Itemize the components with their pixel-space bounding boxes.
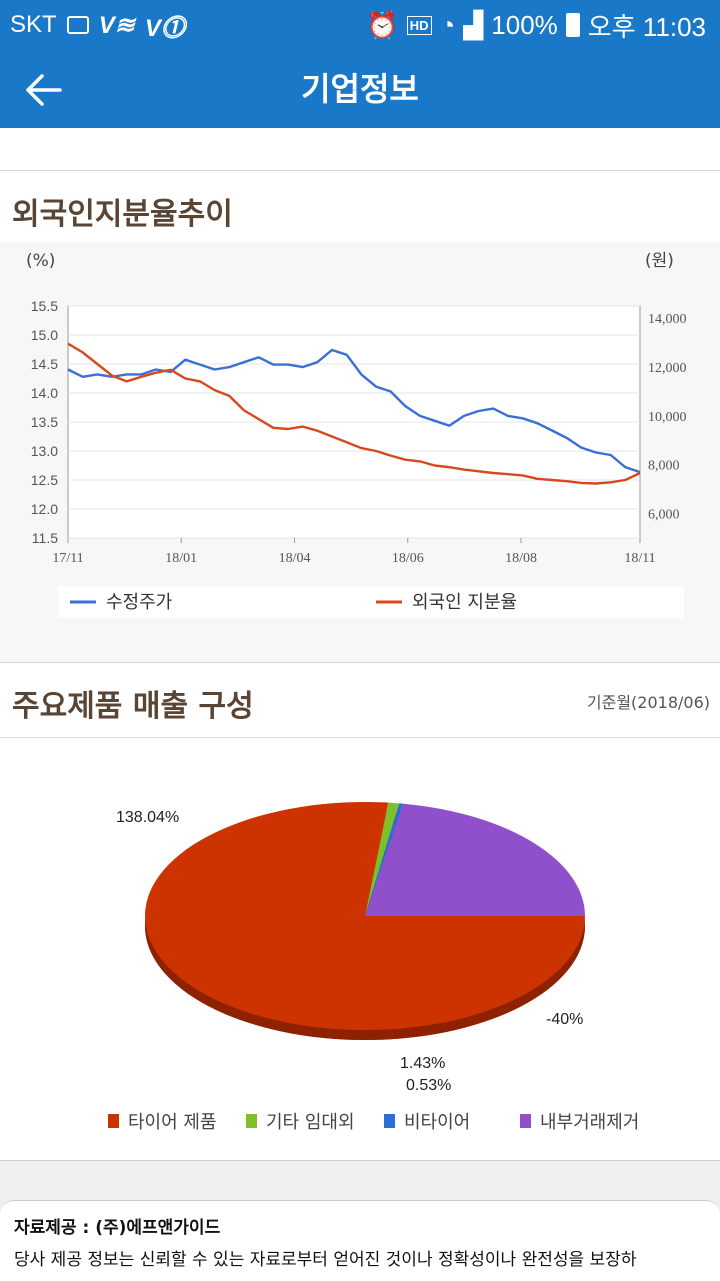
products-section-header: 주요제품 매출 구성 기준월(2018/06) — [0, 662, 720, 737]
chart-legend — [58, 586, 684, 618]
left-tick-label: 15.5 — [31, 298, 58, 314]
disclaimer-text: 당사 제공 정보는 신뢰할 수 있는 자료로부터 얻어진 것이나 정확성이나 완… — [14, 1250, 637, 1270]
x-tick-label: 18/04 — [279, 551, 311, 566]
products-section-title: 주요제품 매출 구성 — [12, 689, 254, 724]
sales-composition-chart: 138.04% 1.43% 0.53% -40% 타이어 제품 기타 임대외 비… — [108, 802, 639, 1133]
status-bar: SKT V≋ V⓵ ⏰ HD ◔ ▟ 100% 오후 11:03 — [0, 0, 720, 50]
carrier-label: SKT — [10, 11, 57, 38]
wifi-icon: ◔ — [439, 9, 456, 40]
legend-swatch-rental — [246, 1114, 257, 1128]
left-tick-label: 13.5 — [31, 414, 58, 430]
left-unit-label: (%) — [26, 251, 55, 271]
legend-label-price: 수정주가 — [106, 592, 172, 613]
legend-label-foreign: 외국인 지분율 — [412, 592, 517, 613]
left-tick-label: 14.0 — [31, 385, 58, 401]
x-tick-label: 17/11 — [52, 551, 83, 566]
pie-slice-nontire — [365, 803, 404, 916]
alarm-icon: ⏰ — [366, 9, 399, 40]
right-unit-label: (원) — [645, 251, 674, 271]
x-tick-label: 18/11 — [624, 551, 655, 566]
battery-percent: 100% — [491, 9, 558, 40]
right-tick-label: 12,000 — [648, 361, 687, 376]
pie-slice-internal — [365, 803, 585, 916]
slice-label-internal: -40% — [546, 1011, 583, 1028]
legend-label-nontire: 비타이어 — [404, 1112, 470, 1133]
legend-swatch-nontire — [384, 1114, 395, 1128]
left-tick-label: 13.0 — [31, 443, 58, 459]
left-tick-label: 11.5 — [32, 530, 58, 546]
legend-label-tire: 타이어 제품 — [128, 1112, 217, 1133]
battery-icon — [565, 13, 580, 37]
x-tick-label: 18/08 — [505, 551, 537, 566]
volte-icon: V≋ — [98, 11, 135, 39]
signal-icon: ▟ — [463, 9, 484, 40]
x-tick-label: 18/06 — [392, 551, 424, 566]
data-source-title: 자료제공 : (주)에프앤가이드 — [14, 1218, 221, 1238]
foreign-section-header: 외국인지분율추이 — [0, 170, 720, 243]
slice-label-tire: 138.04% — [116, 809, 179, 826]
right-tick-label: 14,000 — [648, 312, 687, 327]
foreign-chart-card: (%) (원) 15.5 15.0 14.5 14.0 13.5 13.0 12.5 12.0… — [0, 242, 720, 662]
right-tick-label: 10,000 — [648, 410, 687, 425]
legend-label-rental: 기타 임대외 — [266, 1112, 355, 1133]
page-title: 기업정보 — [301, 70, 419, 108]
foreign-section-title: 외국인지분율추이 — [12, 197, 233, 232]
foreign-ownership-chart: (%) (원) 15.5 15.0 14.5 14.0 13.5 13.0 12.5 12.0… — [26, 251, 687, 618]
clock: 오후 11:03 — [587, 11, 706, 42]
app-bar: 기업정보 — [0, 50, 720, 128]
back-arrow-icon[interactable] — [22, 68, 66, 112]
x-tick-label: 18/01 — [165, 551, 197, 566]
legend-swatch-internal — [520, 1114, 531, 1128]
legend-swatch-tire — [108, 1114, 119, 1128]
legend-label-internal: 내부거래제거 — [540, 1112, 639, 1133]
left-tick-label: 15.0 — [31, 327, 58, 343]
data-source-footer: 자료제공 : (주)에프앤가이드 당사 제공 정보는 신뢰할 수 있는 자료로부… — [0, 1200, 720, 1281]
products-chart-card: 138.04% 1.43% 0.53% -40% 타이어 제품 기타 임대외 비… — [0, 737, 720, 1161]
series-line-foreign — [67, 342, 641, 485]
left-tick-label: 12.0 — [31, 501, 58, 517]
left-tick-label: 12.5 — [31, 472, 58, 488]
pie-slice-rental — [365, 802, 400, 916]
right-tick-label: 8,000 — [648, 459, 680, 474]
hd-voice-icon: HD — [406, 15, 432, 35]
left-tick-label: 14.5 — [31, 356, 58, 372]
slice-label-rental: 1.43% — [400, 1055, 445, 1072]
gallery-icon — [66, 16, 89, 34]
slice-label-nontire: 0.53% — [406, 1077, 451, 1094]
base-month-label: 기준월(2018/06) — [586, 693, 710, 712]
volte-alt-icon: V⓵ — [144, 14, 185, 42]
right-tick-label: 6,000 — [648, 508, 680, 523]
top-strip — [0, 128, 720, 171]
